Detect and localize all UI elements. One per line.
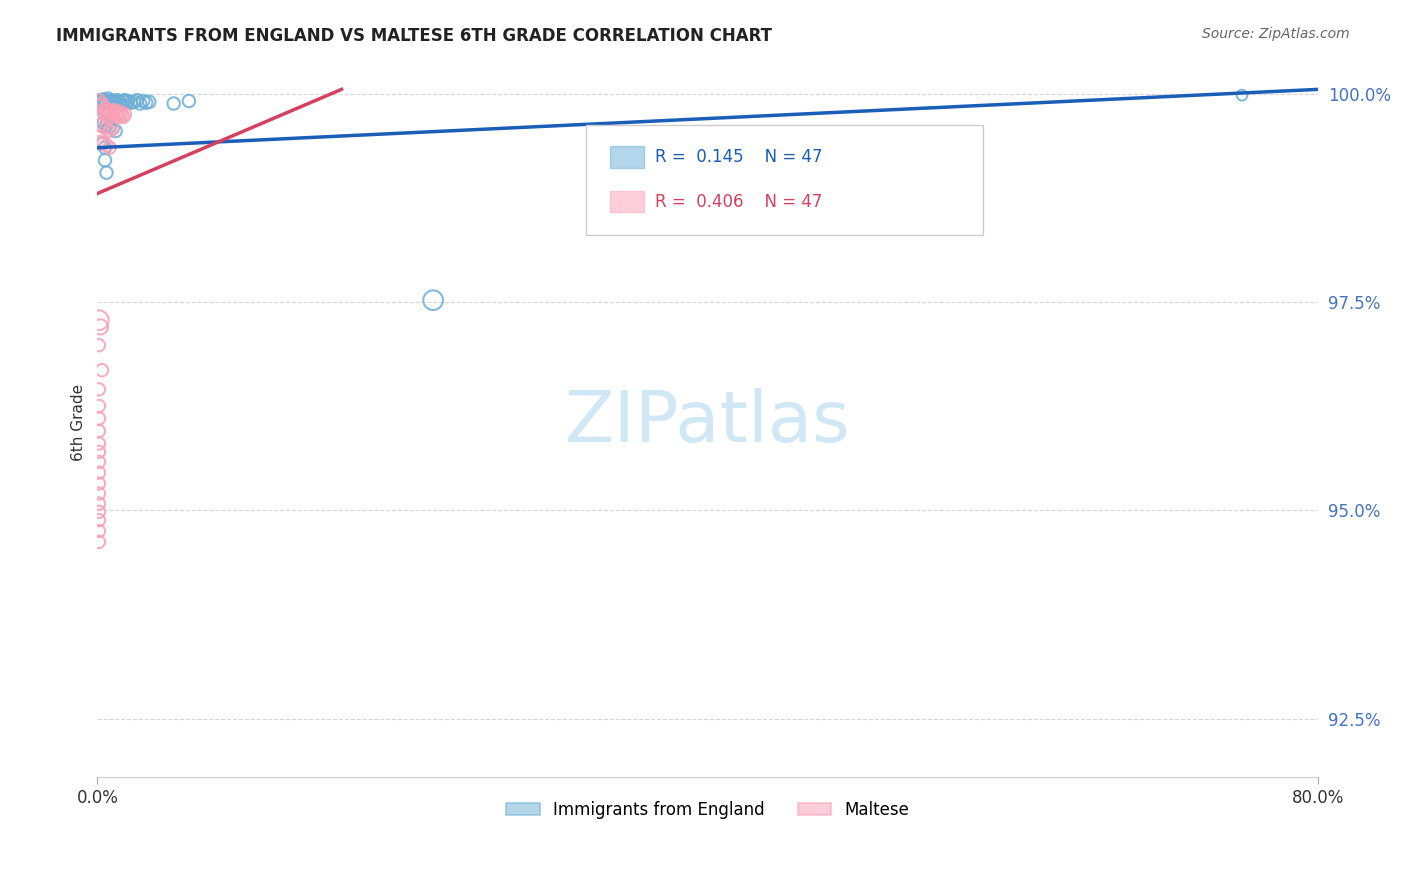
Point bbox=[93, 92, 115, 106]
Point bbox=[103, 94, 125, 108]
Point bbox=[111, 107, 134, 121]
Point bbox=[87, 486, 110, 500]
Point bbox=[117, 94, 139, 108]
Text: ZIPatlas: ZIPatlas bbox=[565, 388, 851, 458]
Point bbox=[101, 121, 124, 136]
Point bbox=[112, 110, 135, 124]
Point bbox=[122, 95, 145, 109]
Point bbox=[104, 124, 127, 138]
Y-axis label: 6th Grade: 6th Grade bbox=[72, 384, 86, 461]
FancyBboxPatch shape bbox=[610, 146, 644, 168]
Point bbox=[90, 96, 112, 111]
Point bbox=[87, 505, 110, 519]
Point bbox=[100, 93, 122, 107]
Point bbox=[105, 107, 128, 121]
Point bbox=[87, 424, 110, 438]
Point bbox=[101, 121, 124, 136]
Point bbox=[111, 97, 134, 112]
Point bbox=[90, 363, 112, 377]
Text: R =  0.145    N = 47: R = 0.145 N = 47 bbox=[655, 148, 823, 166]
Point bbox=[89, 319, 111, 334]
Point bbox=[163, 96, 186, 111]
Point bbox=[93, 136, 115, 151]
Point bbox=[98, 120, 121, 134]
Point bbox=[89, 118, 111, 132]
Point bbox=[100, 104, 122, 119]
Point bbox=[87, 476, 110, 491]
Point bbox=[96, 138, 118, 153]
Point bbox=[96, 94, 118, 108]
Point bbox=[138, 95, 160, 109]
Point bbox=[96, 118, 118, 132]
Point bbox=[101, 107, 124, 121]
Point bbox=[101, 95, 124, 109]
Text: Source: ZipAtlas.com: Source: ZipAtlas.com bbox=[1202, 27, 1350, 41]
Point bbox=[1230, 88, 1253, 103]
Point bbox=[89, 93, 111, 107]
Point bbox=[87, 436, 110, 450]
Point bbox=[98, 141, 121, 155]
Point bbox=[94, 102, 117, 116]
Point bbox=[104, 104, 127, 119]
Legend: Immigrants from England, Maltese: Immigrants from England, Maltese bbox=[499, 794, 917, 825]
Point bbox=[94, 153, 117, 168]
Point bbox=[98, 96, 121, 111]
Point bbox=[115, 95, 138, 109]
Point bbox=[87, 93, 110, 107]
Point bbox=[94, 95, 117, 110]
Point bbox=[120, 95, 142, 110]
Point bbox=[87, 95, 110, 109]
Point bbox=[132, 94, 155, 108]
Point bbox=[96, 166, 118, 180]
Point bbox=[110, 104, 132, 119]
Point bbox=[87, 466, 110, 480]
Point bbox=[87, 455, 110, 469]
Point bbox=[87, 338, 110, 352]
Point bbox=[96, 121, 118, 136]
Point bbox=[90, 136, 112, 151]
Point bbox=[125, 93, 148, 107]
Point bbox=[114, 93, 136, 107]
Point bbox=[87, 445, 110, 459]
Point bbox=[103, 103, 125, 118]
Point bbox=[90, 96, 112, 111]
Point bbox=[87, 513, 110, 527]
Point bbox=[98, 124, 121, 138]
FancyBboxPatch shape bbox=[610, 191, 644, 212]
FancyBboxPatch shape bbox=[586, 125, 983, 235]
Point bbox=[105, 93, 128, 107]
Point bbox=[422, 293, 444, 308]
Text: IMMIGRANTS FROM ENGLAND VS MALTESE 6TH GRADE CORRELATION CHART: IMMIGRANTS FROM ENGLAND VS MALTESE 6TH G… bbox=[56, 27, 772, 45]
Point bbox=[135, 95, 157, 110]
Point bbox=[97, 91, 120, 105]
Point bbox=[87, 524, 110, 538]
Point bbox=[87, 411, 110, 425]
Point bbox=[89, 135, 111, 149]
Point bbox=[112, 94, 135, 108]
Point bbox=[94, 141, 117, 155]
Point bbox=[107, 95, 129, 109]
Point bbox=[177, 94, 200, 108]
Point bbox=[87, 534, 110, 549]
Point bbox=[89, 99, 111, 113]
Point bbox=[93, 116, 115, 130]
Point bbox=[97, 103, 120, 118]
Point bbox=[89, 113, 111, 128]
Point bbox=[104, 95, 127, 110]
Point bbox=[93, 120, 115, 134]
Point bbox=[87, 313, 110, 327]
Point bbox=[93, 104, 115, 119]
Point bbox=[87, 399, 110, 413]
Point bbox=[87, 383, 110, 397]
Point bbox=[98, 107, 121, 121]
Point bbox=[96, 104, 118, 119]
Point bbox=[129, 96, 152, 111]
Point bbox=[110, 96, 132, 111]
Text: R =  0.406    N = 47: R = 0.406 N = 47 bbox=[655, 193, 823, 211]
Point bbox=[114, 107, 136, 121]
Point bbox=[107, 110, 129, 124]
Point bbox=[87, 496, 110, 510]
